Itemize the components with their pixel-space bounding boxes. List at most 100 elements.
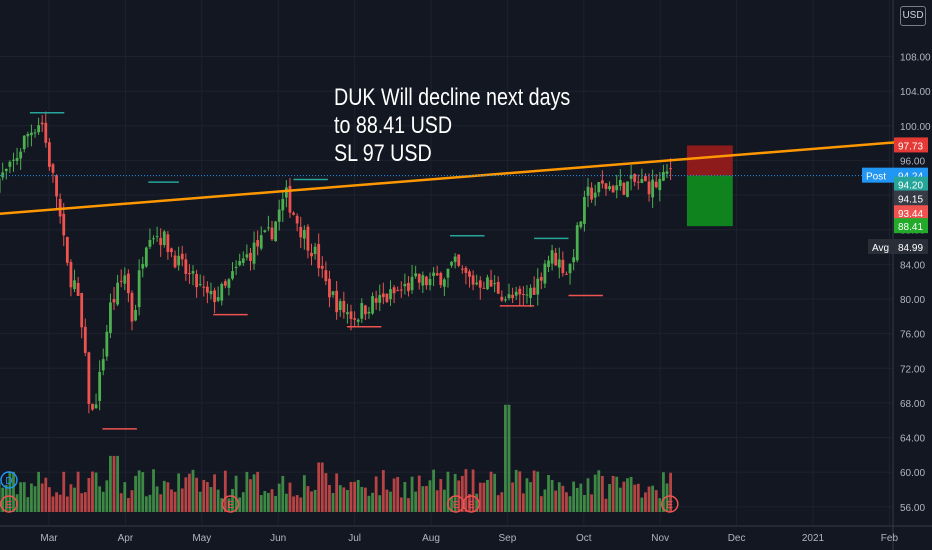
volume-bar [539, 496, 543, 512]
candle-body [317, 244, 321, 269]
time-tick-label: Nov [651, 533, 669, 544]
candle-body [58, 198, 62, 217]
earnings-marker [661, 495, 679, 513]
candle-body [579, 221, 583, 228]
volume-bar [557, 482, 561, 512]
volume-bar [220, 498, 224, 512]
candle-body [554, 252, 558, 266]
volume-bar [306, 486, 310, 512]
candle-body [116, 282, 120, 305]
volume-bar [496, 495, 500, 512]
volume-bar [654, 490, 658, 512]
volume-bar [295, 495, 299, 512]
candle-body [152, 238, 155, 240]
candle-body [252, 242, 256, 264]
candle-body [529, 287, 532, 298]
candle-body [565, 273, 568, 275]
candle-body [109, 302, 112, 333]
volume-bar [360, 486, 364, 512]
volume-bar [313, 489, 317, 512]
volume-bar [529, 482, 532, 512]
candle-body [177, 255, 181, 266]
candle-body [536, 278, 540, 295]
volume-bar [252, 474, 256, 512]
volume-bar [91, 471, 94, 512]
candle-body [274, 221, 278, 242]
volume-bar [0, 482, 1, 512]
dividend-marker-label: D [5, 476, 12, 487]
volume-bar [184, 477, 188, 512]
volume-bar [536, 471, 540, 512]
volume-bar [647, 486, 651, 512]
volume-bar [554, 490, 558, 512]
volume-bar [622, 481, 626, 512]
candle-body [356, 319, 360, 322]
volume-bar [435, 490, 439, 512]
candle-body [654, 181, 658, 188]
candle-body [514, 291, 518, 296]
candle-body [543, 263, 547, 284]
candle-body [518, 288, 522, 295]
volume-bar [428, 480, 432, 512]
price-tick-label: 60.00 [900, 468, 925, 479]
volume-bar [335, 473, 339, 512]
volume-bar [565, 492, 568, 512]
volume-bar [198, 491, 202, 512]
candle-body [636, 181, 640, 183]
candle-body [180, 253, 184, 260]
volume-bar [256, 471, 260, 512]
volume-bar [173, 491, 177, 512]
volume-bar [543, 489, 547, 512]
candle-body [216, 297, 220, 301]
volume-bar [521, 493, 525, 512]
plot-area [0, 0, 893, 526]
volume-bar [640, 497, 644, 512]
candle-body [586, 186, 590, 196]
volume-bar [328, 484, 331, 512]
volume-bar [76, 471, 80, 512]
volume-bar [618, 487, 622, 512]
earnings-marker [0, 495, 18, 513]
volume-bar [615, 476, 619, 512]
volume-bar [277, 483, 281, 512]
price-label-value: 94.15 [898, 195, 923, 206]
candle-body [55, 175, 58, 197]
volume-bar [446, 471, 450, 512]
volume-bar [486, 479, 489, 512]
currency-button[interactable]: USD [900, 6, 926, 26]
candle-body [170, 248, 173, 253]
volume-bar [205, 482, 209, 512]
candle-body [378, 295, 382, 303]
annotation-line-2: to 88.41 USD [334, 112, 453, 139]
candle-body [482, 287, 486, 289]
volume-bar [407, 498, 410, 512]
candle-body [468, 271, 471, 277]
price-label-tag-text: Avg [872, 243, 889, 254]
volume-bar [148, 494, 152, 512]
volume-bar [274, 496, 278, 512]
candle-body [421, 275, 425, 286]
candle-body [629, 174, 633, 179]
candle-body [593, 192, 597, 198]
price-label-value: 97.73 [898, 141, 923, 152]
volume-bar [134, 475, 137, 512]
candle-body [392, 287, 396, 294]
earnings-marker-label: E [6, 500, 13, 511]
time-tick-label: Jul [348, 533, 361, 544]
volume-bar [410, 476, 414, 512]
volume-bar [511, 482, 514, 512]
candle-body [22, 135, 26, 150]
price-tick-label: 84.00 [900, 260, 925, 271]
candle-body [550, 250, 554, 264]
volume-bar [144, 496, 148, 512]
candle-body [87, 352, 91, 404]
candle-body [425, 276, 428, 286]
candle-body [238, 261, 242, 266]
price-label-value: 94.20 [898, 181, 923, 192]
candle-body [101, 359, 105, 371]
volume-bar [403, 481, 407, 512]
volume-bar [579, 483, 583, 512]
volume-bar [83, 492, 87, 512]
candle-body [281, 199, 285, 211]
